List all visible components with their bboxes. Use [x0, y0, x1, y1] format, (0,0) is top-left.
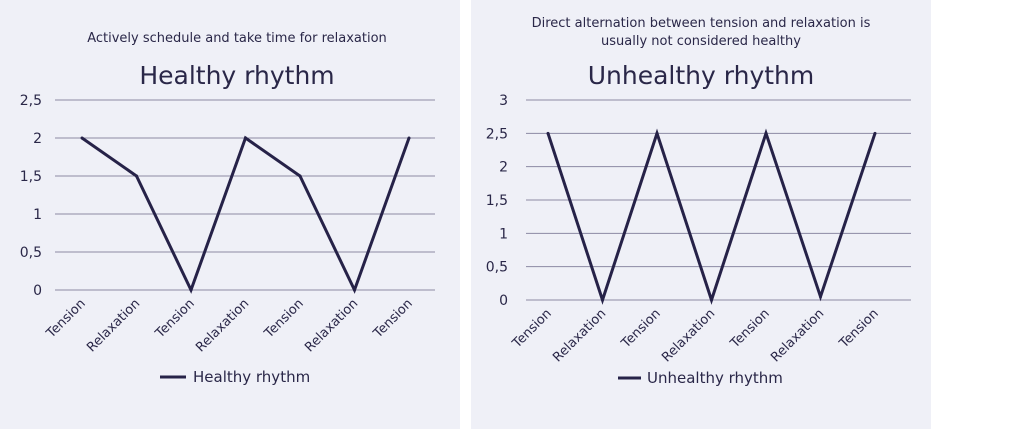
- data-point: [80, 136, 84, 140]
- data-point: [189, 288, 193, 292]
- x-tick-label: Tension: [509, 306, 555, 352]
- chart-panel-unhealthy: Direct alternation between tension and r…: [471, 0, 931, 429]
- y-tick-label: 0: [499, 293, 508, 309]
- chart-title: Unhealthy rhythm: [588, 61, 815, 90]
- y-tick-label: 0: [33, 283, 42, 299]
- y-tick-label: 1,5: [486, 193, 508, 209]
- x-tick-label: Tension: [261, 296, 307, 342]
- chart-subtitle: usually not considered healthy: [601, 34, 801, 49]
- x-tick-label: Relaxation: [550, 306, 609, 365]
- x-tick-label: Relaxation: [84, 296, 143, 355]
- data-point: [135, 174, 138, 178]
- legend-label: Unhealthy rhythm: [647, 369, 783, 387]
- x-tick-label: Relaxation: [659, 306, 718, 365]
- y-tick-label: 1: [499, 226, 508, 242]
- data-point: [710, 298, 713, 302]
- chart-title: Healthy rhythm: [139, 61, 334, 90]
- data-point: [407, 136, 411, 140]
- unhealthy-rhythm-chart: Direct alternation between tension and r…: [486, 16, 911, 387]
- data-point: [353, 288, 356, 292]
- legend-label: Healthy rhythm: [193, 368, 310, 386]
- y-tick-label: 0,5: [486, 260, 508, 276]
- x-tick-label: Relaxation: [302, 296, 361, 355]
- y-tick-label: 1,5: [20, 169, 42, 185]
- y-tick-label: 0,5: [20, 245, 42, 261]
- data-point: [601, 298, 604, 302]
- data-point: [298, 174, 302, 178]
- x-tick-label: Tension: [43, 296, 89, 342]
- x-tick-label: Tension: [836, 306, 882, 352]
- data-point: [655, 131, 659, 135]
- x-tick-label: Relaxation: [768, 306, 827, 365]
- healthy-rhythm-chart: Actively schedule and take time for rela…: [20, 31, 435, 386]
- chart-panel-healthy: Actively schedule and take time for rela…: [0, 0, 460, 429]
- y-tick-label: 2: [33, 131, 42, 147]
- y-tick-label: 2,5: [486, 126, 508, 142]
- series-line: [546, 128, 877, 305]
- data-point: [764, 131, 768, 135]
- data-point: [873, 131, 877, 135]
- chart-subtitle: Direct alternation between tension and r…: [532, 16, 871, 31]
- data-point: [546, 131, 550, 135]
- y-tick-label: 2,5: [20, 93, 42, 109]
- y-tick-label: 3: [499, 93, 508, 109]
- x-tick-label: Tension: [152, 296, 198, 342]
- y-tick-label: 1: [33, 207, 42, 223]
- x-tick-label: Relaxation: [193, 296, 252, 355]
- x-tick-label: Tension: [370, 296, 416, 342]
- x-tick-label: Tension: [727, 306, 773, 352]
- data-point: [244, 136, 247, 140]
- data-point: [819, 295, 822, 299]
- y-tick-label: 2: [499, 160, 508, 176]
- chart-subtitle: Actively schedule and take time for rela…: [87, 31, 387, 46]
- x-tick-label: Tension: [618, 306, 664, 352]
